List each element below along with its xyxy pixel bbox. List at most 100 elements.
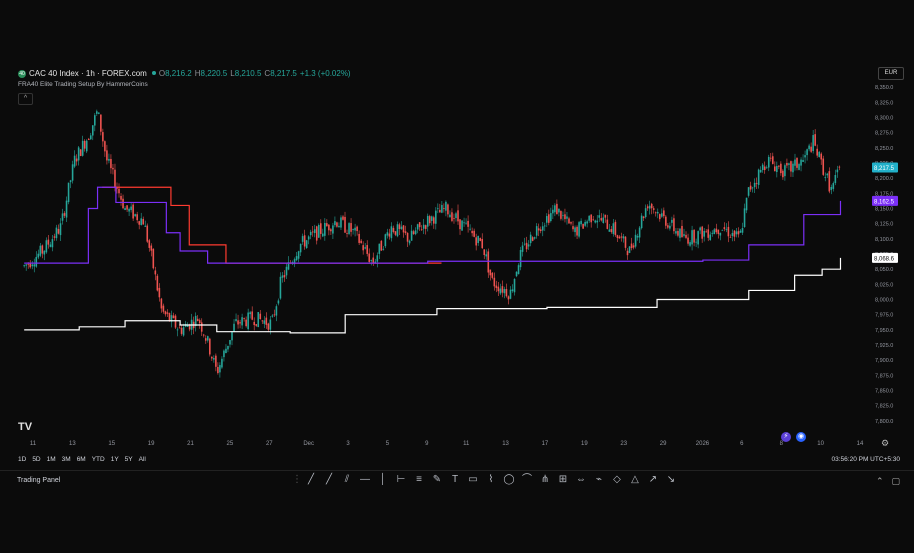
- short-position-icon[interactable]: ↘: [666, 474, 676, 485]
- candle-body: [215, 355, 217, 367]
- candle-body: [301, 236, 304, 242]
- ohlc-open: O8,216.2: [158, 69, 192, 78]
- indicator-title[interactable]: FRA40 Elite Trading Setup By HammerCoins: [18, 81, 148, 88]
- candle-body: [98, 112, 100, 114]
- candle-body: [683, 234, 685, 236]
- candle-body: [501, 286, 504, 293]
- time-tick: 10: [817, 441, 824, 447]
- range-5y[interactable]: 5Y: [124, 456, 133, 463]
- candle-body: [91, 125, 94, 136]
- range-3m[interactable]: 3M: [61, 456, 71, 463]
- range-ytd[interactable]: YTD: [91, 456, 105, 463]
- candle-body: [497, 286, 500, 292]
- candle-body: [313, 229, 316, 233]
- range-1m[interactable]: 1M: [46, 456, 56, 463]
- text-icon[interactable]: T: [451, 474, 459, 485]
- price-label: [872, 195, 898, 206]
- candle-body: [667, 225, 669, 228]
- drag-handle-icon[interactable]: ⋮: [292, 474, 302, 485]
- candle-body: [471, 230, 473, 234]
- fib-icon[interactable]: ≡: [416, 474, 422, 485]
- candle-body: [178, 327, 181, 329]
- candle-body: [661, 213, 663, 217]
- candle-body: [324, 222, 326, 236]
- candle-body: [517, 265, 520, 275]
- candle-body: [711, 232, 714, 234]
- rectangle-icon[interactable]: ▭: [468, 474, 478, 485]
- candle-body: [209, 338, 211, 355]
- candle-body: [741, 228, 744, 233]
- candle-body: [152, 248, 155, 269]
- trend-line-icon[interactable]: ╱: [307, 474, 315, 485]
- brush-icon[interactable]: ✎: [432, 474, 442, 485]
- price-tick: 7,925.0: [875, 343, 893, 349]
- candle-body: [441, 205, 443, 213]
- rotated-rect-icon[interactable]: ◇: [613, 474, 621, 485]
- horizontal-line-icon[interactable]: ―: [360, 474, 370, 485]
- candle-body: [273, 314, 276, 316]
- candle-body: [638, 227, 641, 238]
- range-1d[interactable]: 1D: [18, 456, 27, 463]
- candle-body: [814, 134, 816, 146]
- symbol-title[interactable]: CAC 40 Index · 1h · FOREX.com: [29, 69, 147, 78]
- candle-body: [352, 229, 354, 231]
- clock[interactable]: 03:56:20 PM UTC+5:30: [831, 456, 900, 463]
- path-icon[interactable]: ⌇: [488, 474, 494, 485]
- target-icon[interactable]: ◉: [796, 432, 806, 442]
- elliott-icon[interactable]: ⌁: [595, 474, 603, 485]
- candle-body: [146, 225, 149, 242]
- candle-body: [418, 222, 421, 228]
- candle-body: [156, 275, 159, 291]
- ohlc-high: H8,220.5: [194, 69, 228, 78]
- candle-body: [160, 298, 163, 309]
- candle-body: [243, 318, 245, 319]
- maximize-icon[interactable]: ▢: [891, 476, 900, 486]
- triangle-icon[interactable]: △: [631, 474, 639, 485]
- candle-body: [23, 265, 25, 267]
- candle-body: [523, 243, 526, 245]
- price-label: [872, 162, 898, 173]
- market-status-dot: [151, 71, 156, 75]
- parallel-channel-icon[interactable]: ⫽: [344, 474, 350, 485]
- horizontal-ray-icon[interactable]: ⊢: [396, 474, 406, 485]
- candle-body: [198, 320, 201, 324]
- chevron-up-icon[interactable]: ⌃: [875, 476, 884, 486]
- circle-icon[interactable]: ◯: [503, 474, 515, 485]
- candle-body: [390, 226, 393, 239]
- candle-body: [800, 159, 802, 166]
- ray-icon[interactable]: ╱: [325, 474, 333, 485]
- currency-selector[interactable]: EUR: [878, 67, 904, 80]
- pitchfork-icon[interactable]: ⋔: [540, 474, 550, 485]
- range-5d[interactable]: 5D: [32, 456, 41, 463]
- gear-icon[interactable]: ⚙: [881, 438, 890, 448]
- candle-body: [65, 200, 68, 218]
- candle-body: [713, 229, 716, 235]
- gann-icon[interactable]: ⊞: [558, 474, 568, 485]
- candle-body: [822, 158, 825, 175]
- range-all[interactable]: All: [138, 456, 146, 463]
- candle-body: [802, 159, 804, 162]
- time-tick: 13: [69, 441, 76, 447]
- candle-body: [697, 231, 699, 245]
- range-6m[interactable]: 6M: [76, 456, 86, 463]
- arc-icon[interactable]: ⌒: [522, 474, 532, 485]
- lightning-icon[interactable]: ⚡: [781, 432, 791, 442]
- candle-body: [237, 320, 239, 325]
- price-tick: 8,350.0: [875, 85, 893, 91]
- symbol-badge[interactable]: 40: [18, 69, 26, 78]
- candle-body: [747, 187, 750, 196]
- candle-body: [166, 312, 169, 314]
- price-tick: 8,125.0: [875, 222, 893, 228]
- candle-body: [57, 229, 60, 234]
- chevron-up-icon[interactable]: ^: [18, 93, 33, 105]
- candle-body: [380, 240, 383, 251]
- candle-body: [348, 223, 350, 234]
- long-position-icon[interactable]: ↗: [648, 474, 658, 485]
- trading-panel-tab[interactable]: Trading Panel: [17, 477, 61, 484]
- measure-icon[interactable]: ⇔: [576, 474, 586, 485]
- vertical-line-icon[interactable]: │: [379, 474, 387, 485]
- price-label: [872, 252, 898, 263]
- range-1y[interactable]: 1Y: [110, 456, 119, 463]
- candle-body: [632, 245, 635, 248]
